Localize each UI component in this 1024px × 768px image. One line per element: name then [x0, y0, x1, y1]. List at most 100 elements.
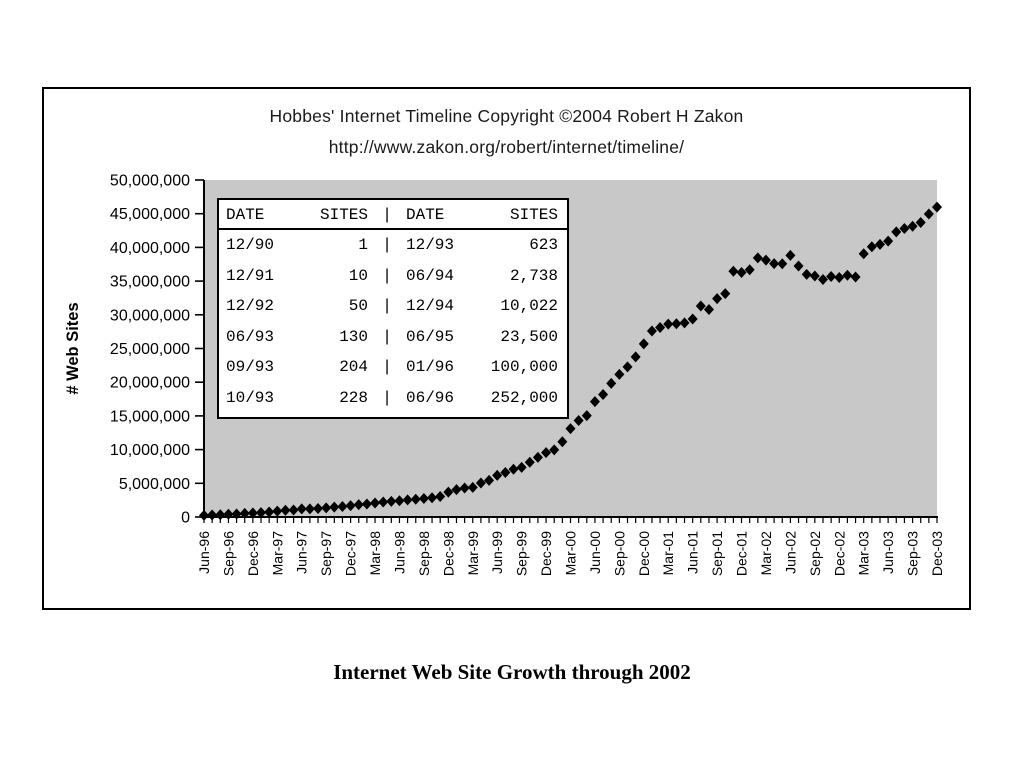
data-point [410, 493, 421, 505]
x-tick-label: Sep-03 [905, 531, 921, 576]
table-cell: | [382, 327, 392, 346]
x-tick-label: Mar-98 [367, 531, 383, 576]
data-point [500, 467, 511, 479]
x-tick-label: Sep-96 [220, 531, 236, 576]
data-point [247, 507, 258, 519]
inset-table: DATE SITES | DATE SITES 12/90 1 | 12/93 623 12/91… [217, 198, 569, 419]
data-point [272, 505, 283, 517]
data-point [353, 499, 364, 511]
data-point [793, 260, 804, 272]
data-point [199, 509, 209, 521]
y-tick-label: 20,000,000 [110, 375, 190, 392]
data-point [932, 201, 942, 213]
caption: Internet Web Site Growth through 2002 [333, 660, 691, 684]
data-point [378, 496, 389, 508]
x-tick-label: Mar-00 [563, 531, 579, 576]
table-cell: 06/95 [406, 327, 455, 346]
data-point [435, 491, 446, 503]
data-point [329, 501, 340, 513]
table-cell: 12/91 [226, 266, 275, 285]
table-cell: 12/90 [226, 236, 275, 254]
table-cell: | [382, 388, 392, 407]
x-tick-label: Dec-03 [929, 531, 945, 576]
x-tick-label: Sep-97 [318, 531, 334, 576]
table-cell: 623 [529, 236, 558, 254]
x-tick-label: Mar-03 [856, 531, 872, 576]
inset-table-header: DATE SITES | DATE SITES [219, 202, 567, 230]
data-point [809, 270, 820, 282]
data-point [459, 482, 470, 494]
data-point [663, 318, 674, 330]
data-point [834, 271, 845, 283]
x-tick-label: Sep-98 [416, 531, 432, 576]
data-point [549, 444, 560, 456]
x-tick-label: Jun-01 [685, 531, 701, 574]
x-tick-label: Sep-99 [514, 531, 530, 576]
data-point [874, 238, 885, 250]
table-row: 12/91 10 | 06/94 2,738 [219, 261, 567, 292]
table-cell: 1 [358, 236, 368, 254]
data-point [777, 258, 788, 270]
data-point [769, 258, 780, 270]
data-point [443, 486, 454, 498]
table-cell: 10/93 [226, 388, 275, 407]
table-cell: 06/93 [226, 327, 275, 346]
data-point [451, 484, 462, 496]
table-cell: 12/93 [406, 236, 455, 254]
x-tick-label: Jun-96 [196, 531, 212, 574]
table-cell: 100,000 [490, 358, 558, 376]
table-cell: 01/96 [406, 358, 455, 376]
y-tick-label: 50,000,000 [110, 173, 190, 190]
x-tick-label: Sep-02 [807, 531, 823, 576]
data-point [842, 269, 853, 281]
data-point [239, 507, 250, 519]
x-tick-label: Jun-00 [587, 531, 603, 574]
data-point [361, 498, 372, 510]
y-tick-label: 10,000,000 [110, 442, 190, 459]
table-cell: 23,500 [500, 327, 558, 346]
data-point [581, 410, 592, 422]
table-cell: 10 [348, 266, 368, 285]
data-point [524, 456, 535, 468]
table-row: 10/93 228 | 06/96 252,000 [219, 383, 567, 414]
x-tick-label: Mar-99 [465, 531, 481, 576]
data-point [215, 509, 226, 521]
data-point [516, 461, 527, 473]
x-tick-label: Jun-02 [782, 531, 798, 574]
data-point [866, 241, 877, 253]
data-point [345, 500, 356, 512]
table-cell: 10,022 [500, 297, 558, 315]
table-cell: 50 [348, 297, 368, 315]
y-tick-label: 25,000,000 [110, 341, 190, 358]
x-tick-label: Sep-00 [611, 531, 627, 576]
data-point [288, 504, 299, 516]
x-tick-label: Dec-96 [245, 531, 261, 576]
inset-table-body: 12/90 1 | 12/93 623 12/91 10 | 06/94 2,738 12/92 50… [219, 230, 567, 413]
data-point [418, 493, 429, 505]
chart-title-line1: Hobbes' Internet Timeline Copyright ©200… [269, 106, 744, 126]
data-point [858, 248, 869, 260]
y-tick-label: 5,000,000 [119, 476, 190, 493]
table-row: 06/93 130 | 06/95 23,500 [219, 322, 567, 353]
data-point [785, 249, 796, 261]
x-tick-label: Dec-00 [636, 531, 652, 576]
table-cell: | [382, 297, 392, 315]
data-point [394, 495, 405, 507]
data-point [891, 226, 902, 238]
y-tick-label: 30,000,000 [110, 307, 190, 324]
data-point [817, 274, 828, 286]
x-tick-label: Jun-03 [880, 531, 896, 574]
table-header-cell: DATE [406, 206, 445, 224]
data-point [337, 501, 348, 513]
table-row: 09/93 204 | 01/96 100,000 [219, 352, 567, 383]
table-cell: 12/92 [226, 297, 275, 315]
table-header-cell: DATE [226, 206, 265, 224]
data-point [703, 304, 714, 316]
data-point [687, 313, 698, 325]
data-point [321, 502, 332, 514]
data-point [720, 288, 731, 300]
data-point [370, 497, 381, 509]
table-cell: 228 [339, 388, 368, 407]
data-point [589, 396, 600, 408]
data-point [883, 235, 894, 247]
